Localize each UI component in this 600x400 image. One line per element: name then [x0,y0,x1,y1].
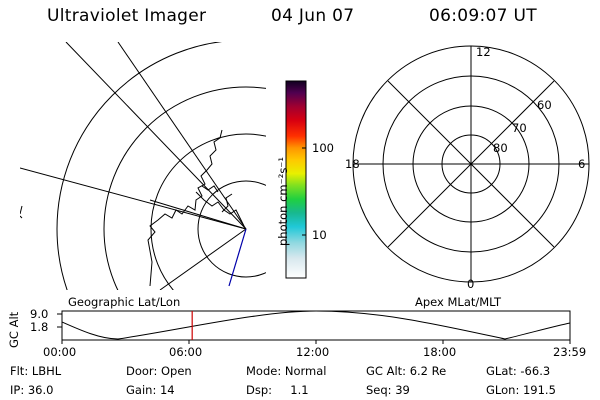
dsp-readout: Dsp: 1.1 [246,383,309,397]
timeline-xticks [61,340,571,344]
glat-readout: GLat: -66.3 [486,364,551,378]
latitude-circle [197,180,266,278]
mlat-label-80: 80 [493,141,508,155]
polar-plot [352,45,590,283]
apex-caption: Apex MLat/MLT [415,295,502,309]
longitude-line [20,167,247,230]
coastline [147,129,223,287]
gc-alt-readout: GC Alt: 6.2 Re [366,364,447,378]
mlt-label-6: 6 [578,157,586,171]
ip-readout: IP: 36.0 [10,383,54,397]
geographic-caption: Geographic Lat/Lon [68,295,181,309]
latitude-circle [150,133,266,290]
coastline [221,193,233,213]
coastline [20,205,23,219]
timeline-xtick-label: 18:00 [423,345,457,359]
spacecraft-track [228,228,247,287]
timeline-ytick-label: 1.8 [30,320,49,334]
longitude-line [149,199,247,230]
filter-readout: Flt: LBHL [10,364,62,378]
colorbar [285,80,307,279]
time-label: 06:09:07 UT [429,6,537,26]
glon-readout: GLon: 191.5 [486,383,556,397]
mlat-label-60: 60 [537,98,552,112]
mlt-label-12: 12 [476,45,491,59]
mlt-label-18: 18 [345,157,360,171]
longitude-line [117,42,247,230]
timeline-xtick-label: 06:00 [169,345,203,359]
colorbar-label-100: 100 [312,141,334,155]
timeline-xtick-label: 00:00 [43,345,77,359]
timeline-ytick-label: 9.0 [30,307,49,321]
instrument-title: Ultraviolet Imager [47,6,207,26]
mlt-meridian [387,80,555,248]
seq-readout: Seq: 39 [366,383,410,397]
timeline-axis-title: GC Alt [7,311,21,348]
longitude-line [159,228,247,290]
door-readout: Door: Open [126,364,192,378]
altitude-curve [61,310,571,340]
coastline [201,185,219,193]
date-label: 04 Jun 07 [271,6,355,26]
timeline-xtick-label: 23:59 [553,345,587,359]
timeline-xtick-label: 12:00 [296,345,330,359]
mode-readout: Mode: Normal [246,364,327,378]
mlat-label-70: 70 [512,121,527,135]
latitude-circle [56,42,223,290]
colorbar-label-10: 10 [312,228,327,242]
geographic-map [20,42,266,290]
latitude-circle [103,86,266,290]
mlt-label-0: 0 [467,277,475,291]
gain-readout: Gain: 14 [126,383,175,397]
colorbar-unit-label: photon cm⁻²s⁻¹ [276,157,290,246]
longitude-line [65,42,247,230]
